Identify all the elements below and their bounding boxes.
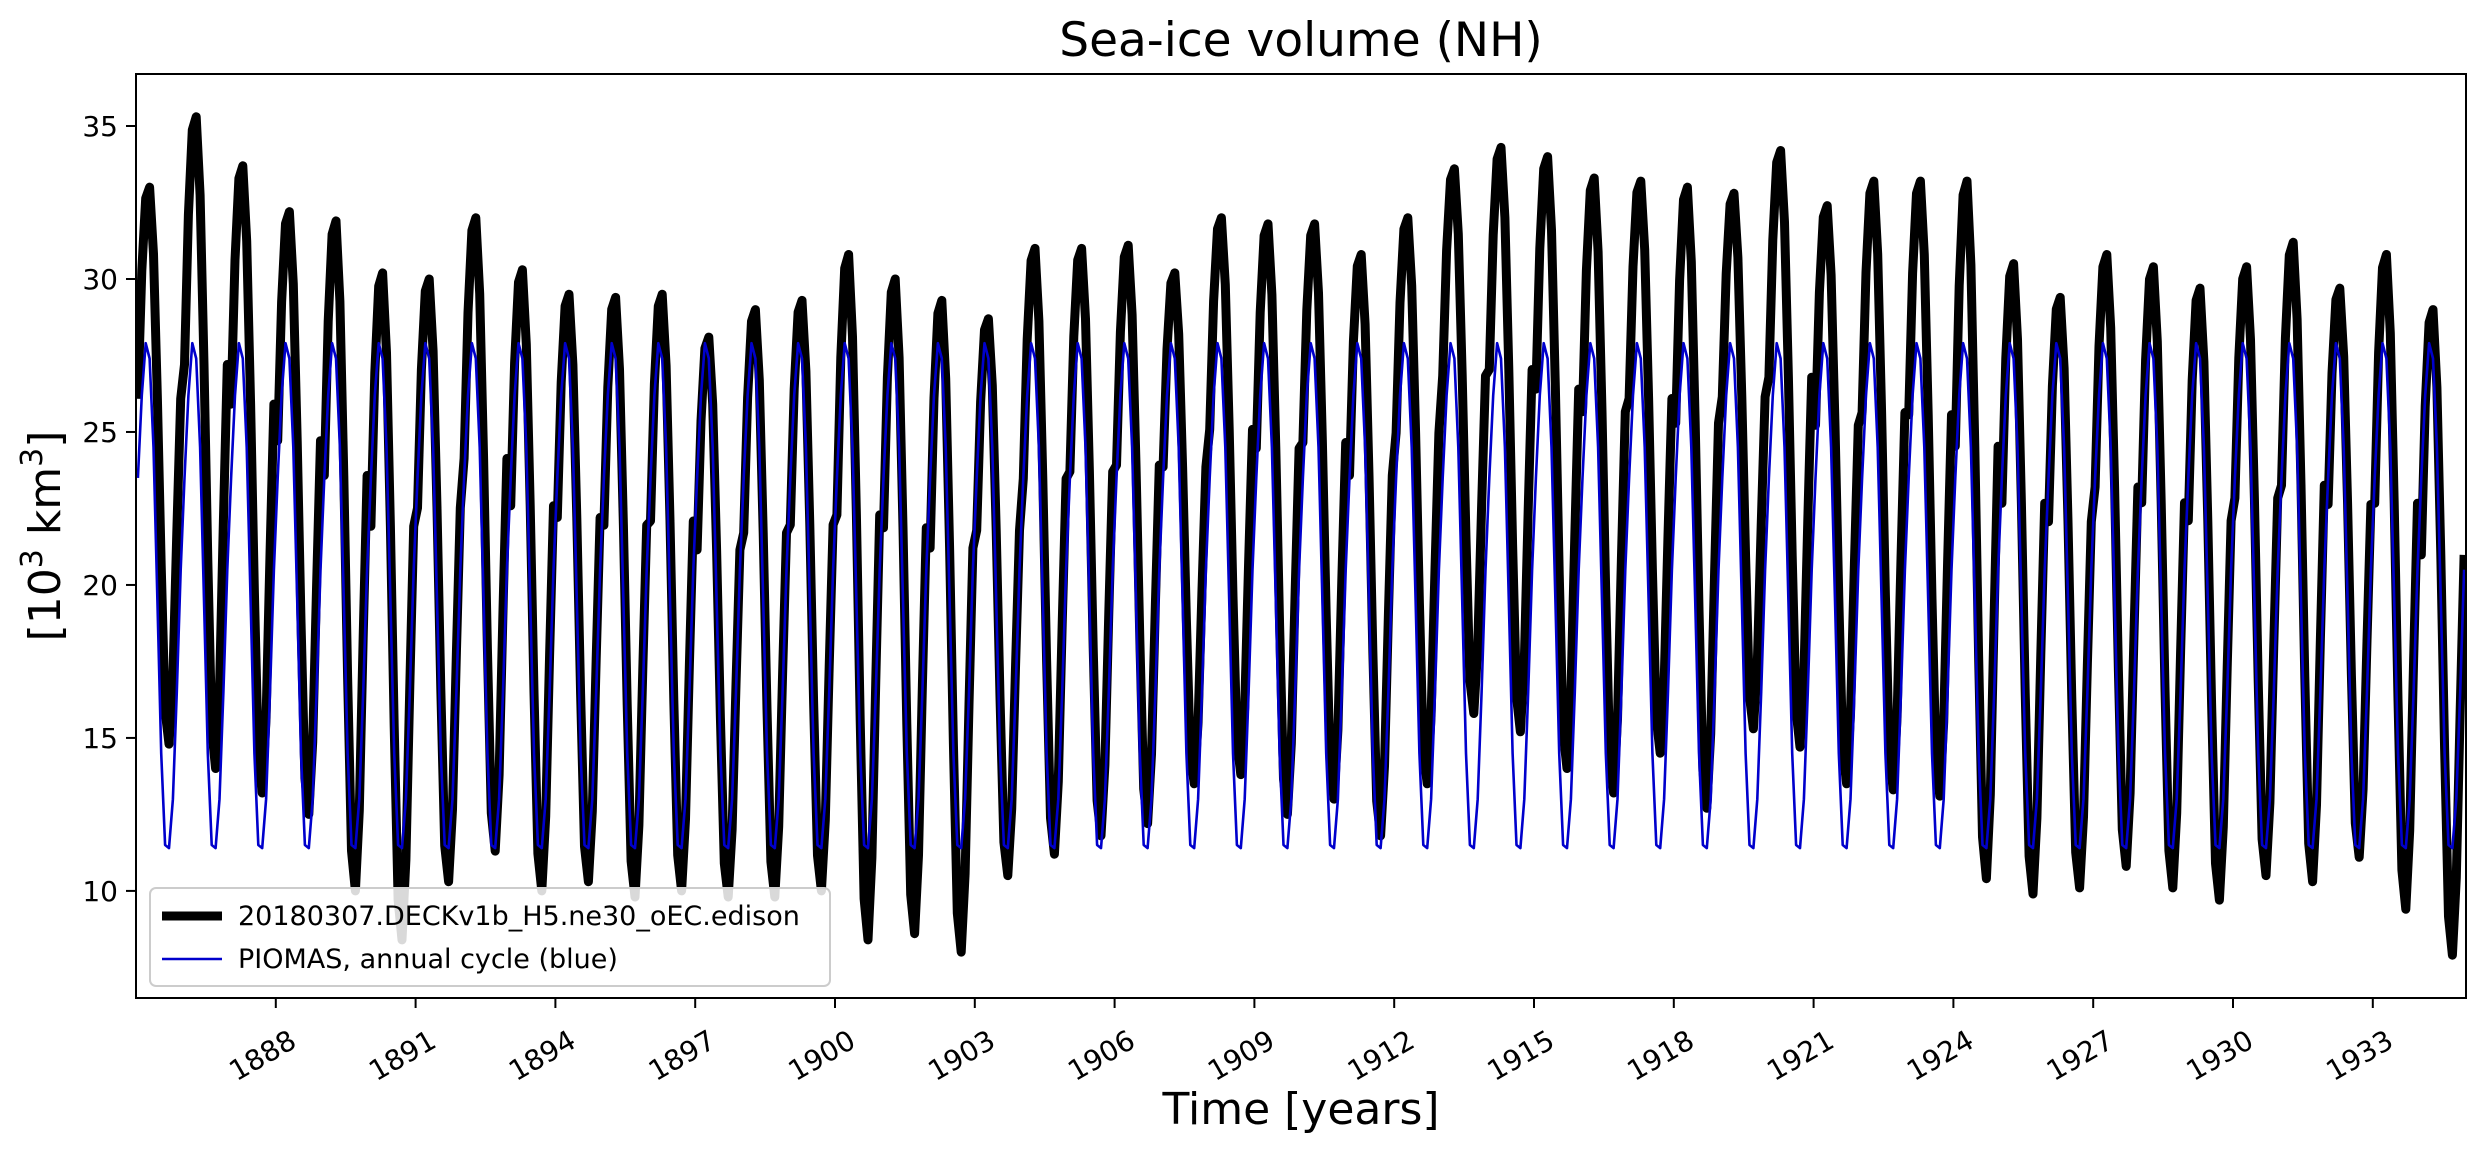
y-tick-label: 10 xyxy=(82,875,118,908)
y-label-mid: km xyxy=(20,467,71,549)
y-label-open: [10 xyxy=(20,568,71,641)
x-tick-label: 1906 xyxy=(1062,1023,1140,1087)
y-tick-label: 30 xyxy=(82,263,118,296)
x-axis-label: Time [years] xyxy=(1161,1084,1439,1135)
x-tick-label: 1912 xyxy=(1342,1023,1420,1087)
y-axis-label: [103 km3] xyxy=(15,431,71,642)
legend-box xyxy=(149,887,831,987)
x-tick-label: 1894 xyxy=(503,1023,581,1087)
x-tick-label: 1900 xyxy=(783,1023,861,1087)
x-tick-label: 1909 xyxy=(1202,1023,1280,1087)
x-tick-label: 1897 xyxy=(643,1023,721,1087)
series-line-piomas xyxy=(136,341,2466,850)
x-axis: 1888 1891 1894 1897 1900 1903 1906 1909 1912 1915… xyxy=(223,998,2399,1088)
legend-label-model: 20180307.DECKv1b_H5.ne30_oEC.edison xyxy=(238,901,800,932)
y-tick-label: 25 xyxy=(82,416,118,449)
y-tick-label: 35 xyxy=(82,110,118,143)
series-line-model xyxy=(136,112,2466,960)
y-label-exp1: 3 xyxy=(15,549,50,568)
x-tick-label: 1888 xyxy=(223,1023,301,1087)
x-tick-label: 1891 xyxy=(363,1023,441,1087)
plot-frame xyxy=(135,73,2467,999)
x-tick-label: 1927 xyxy=(2041,1023,2119,1087)
chart-title: Sea-ice volume (NH) xyxy=(1059,13,1543,68)
x-tick-label: 1921 xyxy=(1761,1023,1839,1087)
y-tick-label: 15 xyxy=(82,722,118,755)
y-axis: 10 15 20 25 30 35 xyxy=(82,110,136,908)
x-tick-label: 1924 xyxy=(1901,1023,1979,1087)
x-tick-label: 1915 xyxy=(1482,1023,1560,1087)
x-tick-label: 1918 xyxy=(1621,1023,1699,1087)
y-label-exp2: 3 xyxy=(15,448,50,467)
x-tick-label: 1903 xyxy=(922,1023,1000,1087)
x-tick-label: 1933 xyxy=(2320,1023,2398,1087)
legend: 20180307.DECKv1b_H5.ne30_oEC.edison PIOM… xyxy=(149,887,831,987)
y-tick-label: 20 xyxy=(82,569,118,602)
y-label-close: ] xyxy=(20,431,71,448)
legend-label-piomas: PIOMAS, annual cycle (blue) xyxy=(238,944,618,975)
x-tick-label: 1930 xyxy=(2181,1023,2259,1087)
